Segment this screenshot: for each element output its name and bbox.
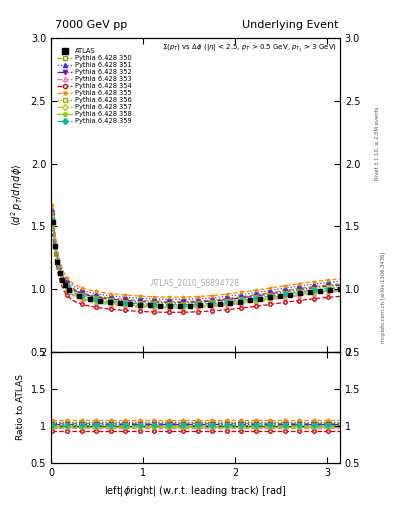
Text: mcplots.cern.ch [arXiv:1306.3436]: mcplots.cern.ch [arXiv:1306.3436] (381, 251, 386, 343)
Legend: ATLAS, Pythia 6.428 350, Pythia 6.428 351, Pythia 6.428 352, Pythia 6.428 353, P: ATLAS, Pythia 6.428 350, Pythia 6.428 35… (57, 48, 131, 124)
X-axis label: left$|\phi$right$|$ (w.r.t. leading track) [rad]: left$|\phi$right$|$ (w.r.t. leading trac… (104, 484, 287, 498)
Y-axis label: Ratio to ATLAS: Ratio to ATLAS (16, 374, 25, 440)
Text: ATLAS_2010_S8894728: ATLAS_2010_S8894728 (151, 278, 240, 287)
Text: Rivet 3.1.10, ≥ 2.5M events: Rivet 3.1.10, ≥ 2.5M events (375, 106, 380, 180)
Text: $\Sigma(p_T)$ vs $\Delta\phi$ ($|\eta|$ < 2.5, $p_T$ > 0.5 GeV, $p_{T_1}$ > 3 Ge: $\Sigma(p_T)$ vs $\Delta\phi$ ($|\eta|$ … (162, 43, 337, 54)
Text: 7000 GeV pp: 7000 GeV pp (55, 19, 127, 30)
Text: Underlying Event: Underlying Event (242, 19, 339, 30)
Y-axis label: $\langle d^2\,p_T/d\eta\,d\phi\rangle$: $\langle d^2\,p_T/d\eta\,d\phi\rangle$ (9, 164, 25, 226)
